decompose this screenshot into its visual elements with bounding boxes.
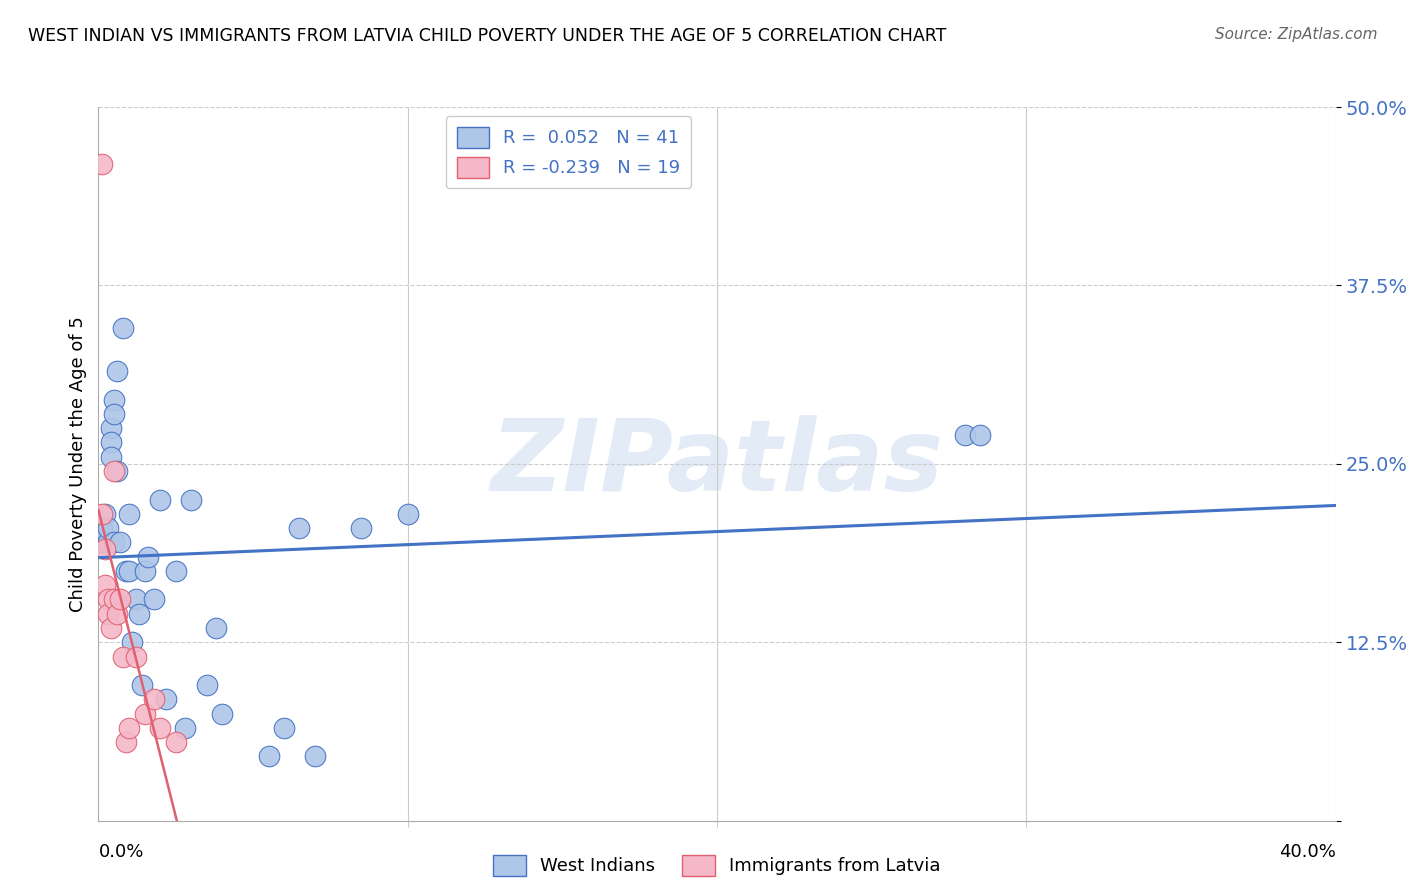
- Point: [90, 521, 112, 535]
- Point: [134, 706, 156, 721]
- Point: [257, 749, 280, 764]
- Point: [953, 428, 976, 442]
- Point: [121, 635, 143, 649]
- Text: 40.0%: 40.0%: [1279, 843, 1336, 861]
- Point: [97, 521, 120, 535]
- Point: [100, 621, 122, 635]
- Point: [350, 521, 373, 535]
- Point: [396, 507, 419, 521]
- Point: [90, 507, 112, 521]
- Point: [118, 564, 141, 578]
- Point: [105, 607, 128, 621]
- Point: [131, 678, 153, 692]
- Point: [143, 592, 166, 607]
- Point: [93, 507, 115, 521]
- Point: [136, 549, 159, 564]
- Point: [90, 157, 112, 171]
- Point: [112, 649, 135, 664]
- Point: [100, 435, 122, 450]
- Point: [97, 592, 120, 607]
- Point: [124, 649, 146, 664]
- Point: [124, 592, 146, 607]
- Point: [108, 535, 131, 549]
- Point: [100, 421, 122, 435]
- Point: [149, 721, 172, 735]
- Point: [118, 507, 141, 521]
- Point: [93, 542, 115, 557]
- Point: [93, 578, 115, 592]
- Point: [195, 678, 218, 692]
- Point: [100, 450, 122, 464]
- Text: ZIPatlas: ZIPatlas: [491, 416, 943, 512]
- Point: [128, 607, 150, 621]
- Point: [105, 464, 128, 478]
- Point: [143, 692, 166, 706]
- Point: [103, 464, 125, 478]
- Text: Source: ZipAtlas.com: Source: ZipAtlas.com: [1215, 27, 1378, 42]
- Point: [165, 564, 187, 578]
- Point: [118, 721, 141, 735]
- Point: [273, 721, 295, 735]
- Point: [304, 749, 326, 764]
- Point: [180, 492, 202, 507]
- Point: [165, 735, 187, 749]
- Point: [174, 721, 197, 735]
- Text: 0.0%: 0.0%: [98, 843, 143, 861]
- Point: [115, 735, 138, 749]
- Point: [211, 706, 233, 721]
- Text: WEST INDIAN VS IMMIGRANTS FROM LATVIA CHILD POVERTY UNDER THE AGE OF 5 CORRELATI: WEST INDIAN VS IMMIGRANTS FROM LATVIA CH…: [28, 27, 946, 45]
- Point: [134, 564, 156, 578]
- Point: [112, 321, 135, 335]
- Point: [90, 535, 112, 549]
- Legend: West Indians, Immigrants from Latvia: West Indians, Immigrants from Latvia: [486, 847, 948, 883]
- Point: [149, 492, 172, 507]
- Point: [155, 692, 177, 706]
- Point: [103, 392, 125, 407]
- Point: [105, 364, 128, 378]
- Point: [115, 564, 138, 578]
- Point: [969, 428, 991, 442]
- Point: [108, 592, 131, 607]
- Point: [205, 621, 228, 635]
- Point: [103, 407, 125, 421]
- Point: [97, 607, 120, 621]
- Point: [103, 592, 125, 607]
- Point: [97, 535, 120, 549]
- Y-axis label: Child Poverty Under the Age of 5: Child Poverty Under the Age of 5: [69, 316, 87, 612]
- Point: [288, 521, 311, 535]
- Point: [103, 535, 125, 549]
